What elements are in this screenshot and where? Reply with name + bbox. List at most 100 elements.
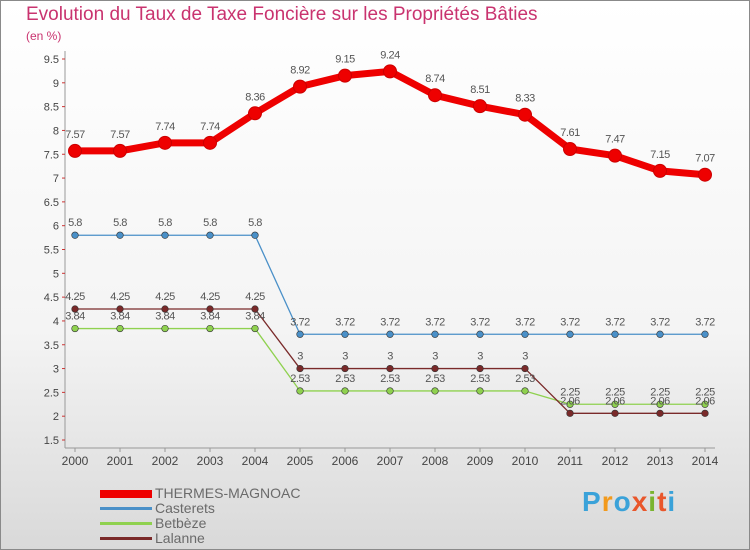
data-label: 2.06 xyxy=(650,395,670,407)
data-label: 3.72 xyxy=(605,316,625,328)
data-label: 9.15 xyxy=(335,54,355,66)
y-tick-label: 2.5 xyxy=(44,387,59,399)
logo-letter: P xyxy=(582,486,602,517)
data-point xyxy=(656,330,664,338)
data-point xyxy=(386,387,394,395)
x-tick-label: 2007 xyxy=(377,454,404,468)
data-label: 3.72 xyxy=(335,316,355,328)
data-point xyxy=(656,400,664,408)
data-point xyxy=(296,364,304,373)
data-label: 5.8 xyxy=(68,217,82,229)
data-point xyxy=(386,364,394,373)
data-label: 2.25 xyxy=(695,386,715,398)
data-label: 8.51 xyxy=(470,84,490,96)
data-point xyxy=(71,231,79,239)
data-point xyxy=(251,324,259,333)
legend-swatch xyxy=(100,490,152,498)
data-label: 3.84 xyxy=(155,311,175,323)
data-point xyxy=(71,305,79,313)
data-point xyxy=(293,79,307,94)
data-label: 9.24 xyxy=(380,49,400,61)
x-tick-label: 2005 xyxy=(287,454,314,468)
y-tick-label: 3.5 xyxy=(44,340,59,352)
data-label: 5.8 xyxy=(113,217,127,229)
data-point xyxy=(611,400,619,408)
data-label: 5.8 xyxy=(203,217,217,229)
data-label: 3 xyxy=(297,351,303,363)
data-label: 2.06 xyxy=(560,395,580,407)
data-point xyxy=(476,364,484,373)
data-point xyxy=(116,305,124,313)
data-label: 8.74 xyxy=(425,73,445,85)
legend-swatch xyxy=(100,537,152,540)
data-point xyxy=(206,324,214,333)
y-tick-label: 9.5 xyxy=(44,54,59,66)
data-label: 3.72 xyxy=(560,316,580,328)
logo-letter: o xyxy=(613,486,632,517)
data-label: 7.07 xyxy=(695,153,715,165)
data-point xyxy=(251,305,259,313)
data-label: 3.72 xyxy=(290,316,310,328)
data-point xyxy=(296,387,304,395)
data-point xyxy=(476,387,484,395)
data-point xyxy=(518,107,532,122)
data-point xyxy=(656,409,664,417)
data-label: 7.15 xyxy=(650,149,670,161)
legend-label: Lalanne xyxy=(155,530,205,546)
data-label: 4.25 xyxy=(110,291,130,303)
data-label: 7.61 xyxy=(560,127,580,139)
data-point xyxy=(566,400,574,408)
y-tick-label: 8 xyxy=(53,125,59,137)
data-point xyxy=(116,324,124,333)
x-tick-label: 2012 xyxy=(602,454,629,468)
data-point xyxy=(206,231,214,239)
y-tick-label: 8.5 xyxy=(44,102,59,114)
y-tick-label: 4 xyxy=(53,316,59,328)
data-label: 4.25 xyxy=(65,291,85,303)
y-tick-label: 9 xyxy=(53,78,59,90)
data-point xyxy=(473,99,487,114)
x-tick-label: 2004 xyxy=(242,454,269,468)
data-point xyxy=(566,409,574,417)
data-point xyxy=(158,135,172,150)
data-point xyxy=(521,330,529,338)
data-label: 3 xyxy=(387,351,393,363)
data-label: 4.25 xyxy=(245,291,265,303)
data-label: 7.74 xyxy=(200,121,220,133)
y-tick-label: 6 xyxy=(53,221,59,233)
data-label: 3.84 xyxy=(65,311,85,323)
data-label: 2.53 xyxy=(380,373,400,385)
y-tick-label: 7.5 xyxy=(44,149,59,161)
proxiti-logo: Proxiti xyxy=(582,486,676,518)
data-label: 3.72 xyxy=(515,316,535,328)
data-label: 3.72 xyxy=(380,316,400,328)
y-tick-label: 5 xyxy=(53,268,59,280)
logo-letter: i xyxy=(648,486,658,517)
data-label: 2.06 xyxy=(695,395,715,407)
x-tick-label: 2000 xyxy=(62,454,89,468)
y-tick-label: 7 xyxy=(53,173,59,185)
data-point xyxy=(428,88,442,103)
data-label: 3.84 xyxy=(245,311,265,323)
y-tick-label: 6.5 xyxy=(44,197,59,209)
data-point xyxy=(161,231,169,239)
data-label: 2.25 xyxy=(650,386,670,398)
data-point xyxy=(566,330,574,338)
chart-unit-label: (en %) xyxy=(26,29,62,43)
legend-swatch xyxy=(100,507,152,510)
data-label: 2.06 xyxy=(605,395,625,407)
data-label: 8.36 xyxy=(245,91,265,103)
data-label: 3 xyxy=(432,351,438,363)
data-label: 2.53 xyxy=(425,373,445,385)
data-point xyxy=(383,64,397,79)
data-point xyxy=(206,305,214,313)
data-point xyxy=(251,231,259,239)
data-label: 3 xyxy=(342,351,348,363)
data-point xyxy=(296,330,304,338)
logo-letter: r xyxy=(601,486,614,517)
x-tick-label: 2010 xyxy=(512,454,539,468)
data-label: 3.84 xyxy=(200,311,220,323)
y-tick-label: 2 xyxy=(53,411,59,423)
